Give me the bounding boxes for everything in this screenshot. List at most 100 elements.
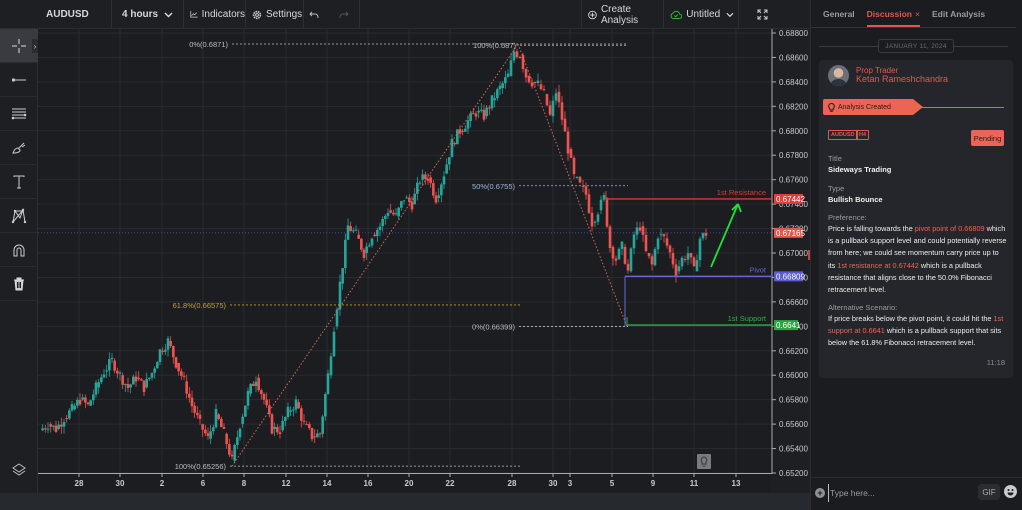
pattern-icon — [11, 207, 27, 223]
plus-icon: + — [817, 488, 823, 498]
y-tick-label: 0.65600 — [779, 420, 808, 429]
tab-discussion[interactable]: Discussion × — [866, 9, 920, 27]
x-tick-label: 30 — [116, 479, 125, 488]
author-name[interactable]: Ketan Rameshchandra — [856, 74, 949, 84]
level-label: 1st Resistance — [717, 188, 766, 197]
tab-label: General — [823, 9, 855, 19]
y-tick-label: 0.65400 — [779, 445, 808, 454]
y-tick-label: 0.66600 — [779, 298, 808, 307]
layers-icon — [12, 463, 26, 476]
tool-brush[interactable] — [0, 131, 38, 165]
level-label: 1st Support — [728, 314, 767, 323]
redo-icon — [339, 11, 349, 18]
svg-text:0.67165: 0.67165 — [776, 229, 805, 238]
trend-line-icon — [11, 77, 26, 82]
y-tick-label: 0.66000 — [779, 371, 808, 380]
price-label-badge — [774, 320, 798, 331]
fullscreen-button[interactable] — [750, 0, 778, 29]
gif-button[interactable]: GIF — [978, 484, 1000, 500]
layout-dropdown[interactable]: Untitled — [664, 0, 739, 29]
svg-text:0.67442: 0.67442 — [776, 195, 805, 204]
emoji-icon — [1007, 489, 1014, 496]
x-tick-label: 6 — [201, 479, 206, 488]
chevron-down-icon — [726, 12, 734, 17]
attach-button[interactable]: + — [815, 488, 825, 498]
tab-edit-analysis[interactable]: Edit Analysis — [932, 9, 985, 27]
x-tick-label: 14 — [323, 479, 332, 488]
gear-icon — [252, 10, 262, 19]
y-tick-label: 0.68600 — [779, 53, 808, 62]
y-tick-label: 0.67600 — [779, 176, 808, 185]
tool-crosshair[interactable]: › — [0, 29, 38, 63]
symbol-tag: AUDUSD — [828, 130, 858, 140]
x-tick-label: 28 — [75, 479, 84, 488]
redo-button[interactable] — [332, 0, 360, 29]
tool-trash[interactable] — [0, 267, 38, 301]
banner-line — [921, 107, 1004, 108]
y-tick-label: 0.68400 — [779, 78, 808, 87]
tab-label: Discussion — [866, 9, 913, 19]
layout-name: Untitled — [686, 9, 721, 20]
preference-label: Preference: — [828, 213, 867, 222]
fib-label: 0%(0.66399) — [472, 322, 515, 331]
tool-magnet[interactable] — [0, 233, 38, 267]
create-analysis-label: Create Analysis — [600, 3, 639, 26]
drawing-toolbar: › — [0, 29, 38, 510]
y-tick-label: 0.65200 — [779, 469, 808, 478]
create-analysis-button[interactable]: Create Analysis — [581, 0, 664, 29]
y-tick-label: 0.68000 — [779, 127, 808, 136]
svg-text:0.6641: 0.6641 — [776, 321, 801, 330]
tool-trend-line[interactable] — [0, 63, 38, 97]
tool-expand-arrow[interactable]: › — [32, 39, 38, 53]
timeframe-dropdown[interactable]: 4 hours — [116, 0, 184, 29]
alternative-text: If price breaks below the pivot point, i… — [828, 314, 1004, 348]
date-label: JANUARY 11, 2024 — [878, 39, 954, 53]
timeframe-tag: H4 — [856, 130, 870, 140]
type-label: Type — [828, 184, 845, 193]
x-tick-label: 9 — [651, 479, 656, 488]
tool-horizontal-lines[interactable] — [0, 97, 38, 131]
type-value: Bullish Bounce — [828, 195, 883, 204]
symbol-selector[interactable]: AUDUSD — [38, 0, 112, 29]
close-icon[interactable]: × — [915, 9, 920, 19]
price-chart[interactable]: 0.68800 0.68600 0.68400 0.68200 0.68000 0.678… — [38, 29, 810, 510]
lightbulb-icon — [828, 102, 835, 112]
x-tick-label: 28 — [508, 479, 517, 488]
y-tick-label: 0.65800 — [779, 396, 808, 405]
timeframe-label: 4 hours — [122, 9, 159, 20]
crosshair-icon — [12, 38, 26, 53]
panel-tabs: General Discussion × Edit Analysis — [811, 0, 1016, 28]
settings-button[interactable]: Settings — [246, 0, 304, 29]
emoji-button[interactable] — [1004, 485, 1017, 498]
horizontal-lines-icon — [11, 108, 27, 119]
author-role: Prop Trader — [856, 66, 899, 75]
avatar[interactable] — [828, 65, 849, 86]
indicators-label: Indicators — [201, 9, 245, 20]
analysis-card: Prop Trader Ketan Rameshchandra Analysis… — [819, 60, 1013, 378]
lightbulb-icon[interactable] — [697, 454, 711, 469]
fullscreen-icon — [757, 9, 767, 20]
message-input[interactable] — [828, 484, 968, 502]
fib-label: 61.8%(0.66575) — [173, 301, 227, 310]
level-label: Pivot — [749, 265, 767, 274]
message-time: 11:18 — [986, 358, 1005, 367]
status-badge[interactable]: Pending — [971, 130, 1004, 146]
y-tick-label: 0.66200 — [779, 347, 808, 356]
x-tick-label: 22 — [446, 479, 455, 488]
tab-general[interactable]: General — [823, 9, 855, 27]
layers-button[interactable] — [0, 455, 38, 485]
panel-resize-handle[interactable] — [808, 250, 810, 260]
tab-label: Edit Analysis — [931, 9, 986, 19]
tool-text[interactable] — [0, 165, 38, 199]
analysis-created-banner: Analysis Created — [823, 99, 923, 115]
magnet-icon — [13, 244, 25, 256]
indicators-button[interactable]: Indicators — [184, 0, 246, 29]
alternative-label: Alternative Scenario: — [828, 303, 898, 312]
fib-label: 0%(0.6871) — [189, 40, 228, 49]
undo-button[interactable] — [304, 0, 328, 29]
tool-pattern[interactable] — [0, 199, 38, 233]
x-tick-label: 2 — [160, 479, 165, 488]
y-tick-label: 0.68200 — [779, 102, 808, 111]
undo-icon — [309, 11, 319, 18]
